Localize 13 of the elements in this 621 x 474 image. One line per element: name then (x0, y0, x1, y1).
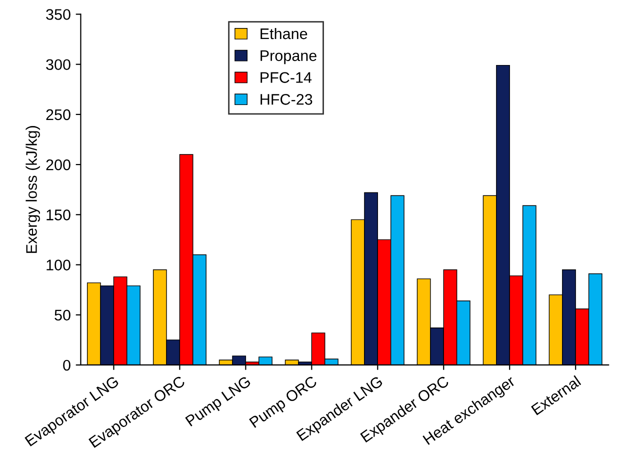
y-tick-label: 250 (46, 109, 70, 120)
y-tick-label: 0 (63, 360, 70, 371)
legend-label: HFC-23 (260, 94, 312, 105)
y-tick-label: 150 (46, 210, 70, 220)
y-tick-label: 50 (54, 310, 70, 321)
y-tick-label: 300 (46, 59, 70, 70)
y-axis-title: Exergy loss (kJ/kg) (26, 126, 40, 253)
y-tick-label: 350 (46, 9, 70, 20)
legend-label: PFC-14 (260, 72, 312, 83)
y-tick-label: 100 (46, 260, 70, 270)
y-tick-label: 200 (46, 159, 70, 170)
legend-label: Propane (260, 50, 316, 64)
legend-label: Ethane (260, 28, 308, 40)
